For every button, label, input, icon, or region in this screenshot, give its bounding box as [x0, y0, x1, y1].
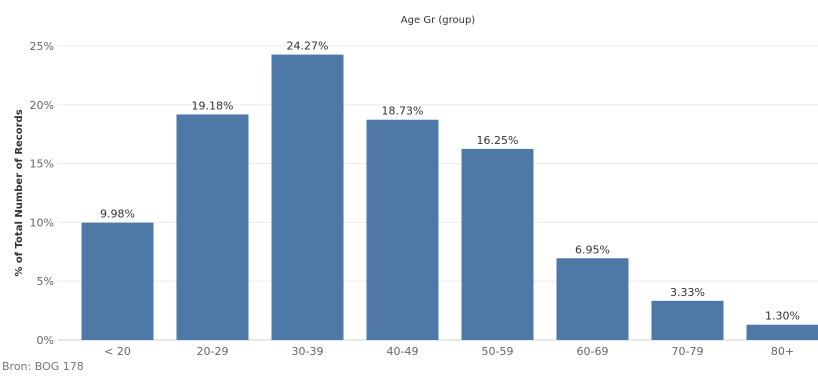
y-tick-label: 20%	[30, 99, 54, 112]
x-tick-label: 70-79	[672, 345, 704, 358]
y-tick-label: 5%	[37, 275, 54, 288]
x-tick-label: 60-69	[577, 345, 609, 358]
bar[interactable]	[461, 148, 534, 340]
data-label: 3.33%	[670, 286, 705, 299]
bar[interactable]	[271, 54, 344, 340]
x-tick-label: 50-59	[482, 345, 514, 358]
bar[interactable]	[366, 119, 439, 340]
x-tick-label: 30-39	[292, 345, 324, 358]
x-axis-ticks: < 20 20-29 30-39 40-49 50-59 60-69 70-79 80+	[104, 345, 794, 358]
data-labels: 9.98% 19.18% 24.27% 18.73% 16.25% 6.95% 3.33% 1…	[100, 40, 800, 323]
source-note: Bron: BOG 178	[2, 360, 84, 373]
data-label: 18.73%	[382, 105, 424, 118]
y-tick-label: 0%	[37, 334, 54, 347]
data-label: 6.95%	[575, 243, 610, 256]
bar[interactable]	[176, 114, 249, 340]
bar[interactable]	[746, 324, 818, 340]
y-axis-title: % of Total Number of Records	[14, 109, 25, 276]
x-tick-label: 40-49	[387, 345, 419, 358]
data-label: 19.18%	[192, 99, 234, 112]
data-label: 16.25%	[477, 134, 519, 147]
y-tick-label: 15%	[30, 158, 54, 171]
bars	[81, 54, 818, 340]
bar[interactable]	[556, 258, 629, 340]
x-axis-title: Age Gr (group)	[401, 15, 476, 26]
bar[interactable]	[651, 300, 724, 340]
x-tick-label: 80+	[771, 345, 794, 358]
bar[interactable]	[81, 222, 154, 340]
data-label: 1.30%	[765, 310, 800, 323]
x-tick-label: 20-29	[197, 345, 229, 358]
x-tick-label: < 20	[104, 345, 131, 358]
y-axis-ticks: 0% 5% 10% 15% 20% 25%	[30, 40, 54, 347]
y-tick-label: 10%	[30, 216, 54, 229]
y-tick-label: 25%	[30, 40, 54, 53]
data-label: 24.27%	[287, 40, 329, 53]
data-label: 9.98%	[100, 208, 135, 221]
